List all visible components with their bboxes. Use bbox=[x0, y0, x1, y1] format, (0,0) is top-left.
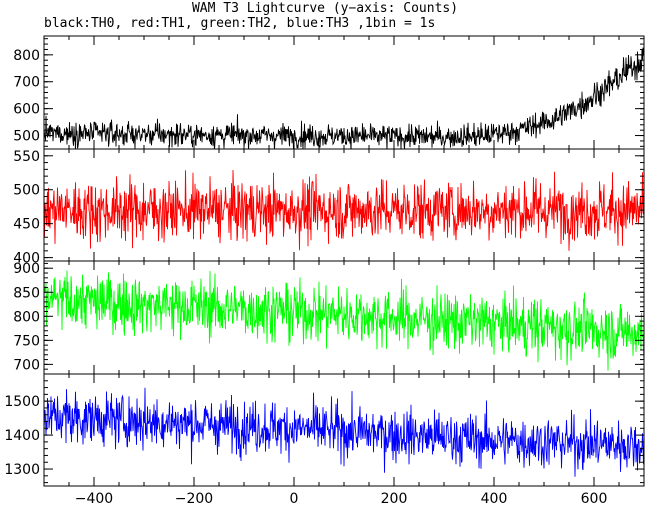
panel-th2: 700 750 800 850 900 bbox=[13, 260, 645, 375]
y-tick-label: 1400 bbox=[4, 428, 40, 444]
y-tick-label: 500 bbox=[13, 183, 40, 199]
y-tick-label: 850 bbox=[13, 285, 40, 301]
series-line-th2 bbox=[44, 270, 644, 371]
chart-subtitle: black:TH0, red:TH1, green:TH2, blue:TH3 … bbox=[44, 16, 436, 31]
x-tick-label: 200 bbox=[381, 491, 408, 505]
y-tick-label: 750 bbox=[13, 333, 40, 349]
panel-th3: 1300 1400 1500 bbox=[4, 373, 645, 487]
y-tick-label: 900 bbox=[13, 261, 40, 277]
x-tick-label: 600 bbox=[581, 491, 608, 505]
y-tick-label: 450 bbox=[13, 217, 40, 233]
series-line-th3 bbox=[44, 387, 644, 477]
y-tick-label: 700 bbox=[13, 75, 40, 91]
y-tick-label: 1300 bbox=[4, 462, 40, 478]
y-tick-label: 500 bbox=[13, 129, 40, 145]
y-tick-label: 600 bbox=[13, 102, 40, 118]
y-tick-label: 400 bbox=[13, 251, 40, 267]
y-tick-label: 550 bbox=[13, 149, 40, 165]
series-line-th0 bbox=[44, 46, 644, 149]
series-line-th1 bbox=[44, 169, 644, 251]
y-tick-label: 800 bbox=[13, 309, 40, 325]
panel-th0: 500 600 700 800 bbox=[13, 35, 645, 150]
y-tick-label: 800 bbox=[13, 48, 40, 64]
x-tick-label: −400 bbox=[75, 491, 113, 505]
x-tick-label: 400 bbox=[481, 491, 508, 505]
x-tick-label: −200 bbox=[175, 491, 213, 505]
y-tick-label: 700 bbox=[13, 357, 40, 373]
y-tick-label: 1500 bbox=[4, 394, 40, 410]
x-tick-label: 0 bbox=[290, 491, 299, 505]
chart-title: WAM T3 Lightcurve (y−axis: Counts) bbox=[191, 1, 459, 16]
panel-th1: 400 450 500 550 bbox=[13, 148, 645, 267]
